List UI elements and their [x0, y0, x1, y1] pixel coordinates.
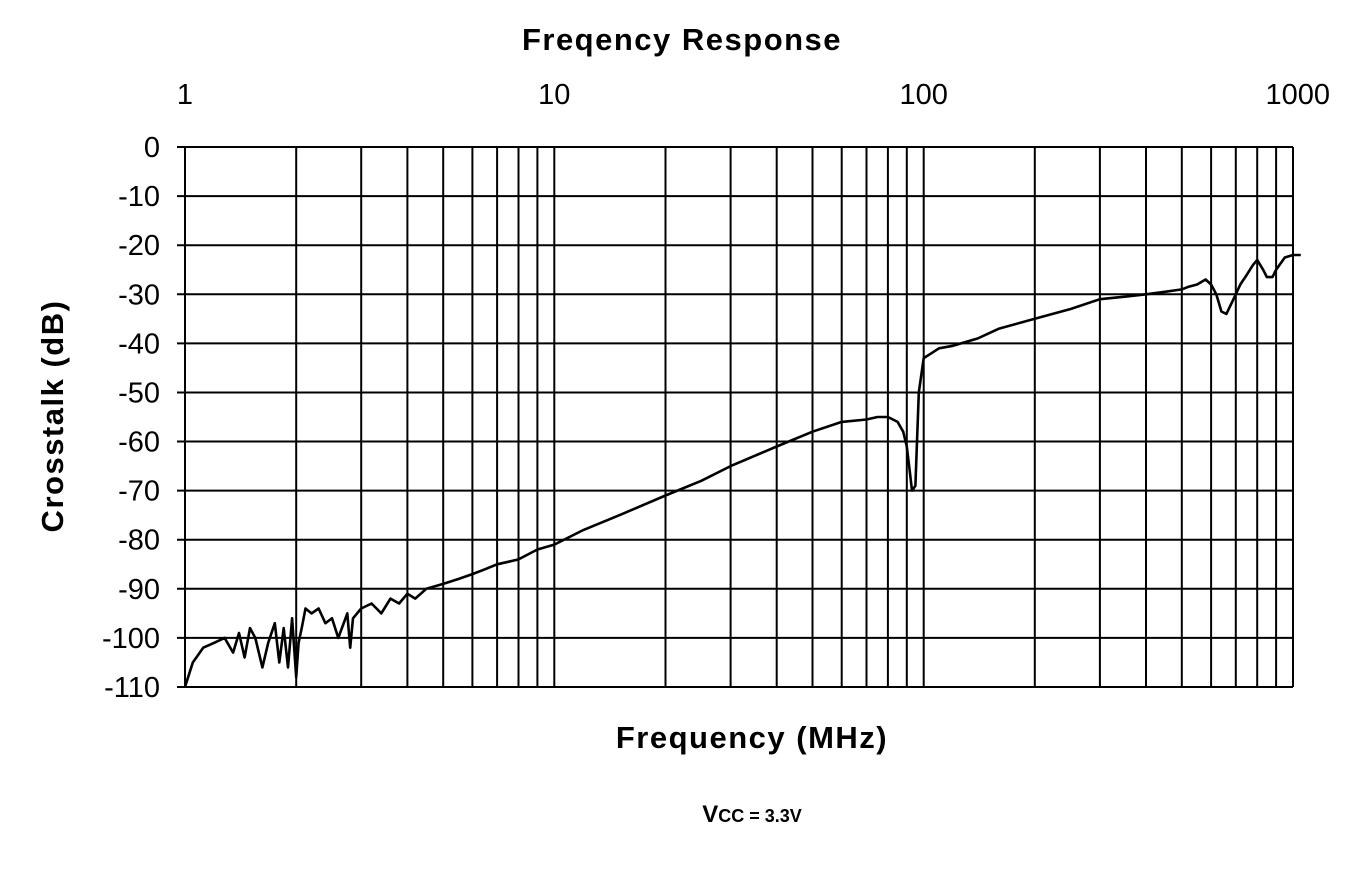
- note-rest: = 3.3V: [744, 806, 802, 826]
- y-tick-label: -50: [118, 378, 160, 410]
- y-tick-label: -90: [118, 574, 160, 606]
- chart-title: Freqency Response: [522, 22, 842, 57]
- supply-voltage-note: VCC = 3.3V: [702, 801, 802, 828]
- x-tick-label: 1000: [1265, 79, 1330, 111]
- note-sub: CC: [718, 806, 744, 826]
- x-tick-label: 1: [177, 79, 193, 111]
- y-tick-label: 0: [144, 132, 160, 164]
- crosstalk-series-line: [183, 253, 1301, 688]
- x-tick-labels: 1 10 100 1000: [177, 79, 1330, 111]
- series-group: [183, 253, 1301, 688]
- x-tick-label: 10: [538, 79, 570, 111]
- y-tick-label: -80: [118, 525, 160, 557]
- y-tick-label: -20: [118, 230, 160, 262]
- y-axis-label: Crosstalk (dB): [35, 300, 70, 533]
- y-tick-label: -110: [104, 672, 160, 704]
- y-tick-label: -100: [102, 623, 160, 655]
- x-axis-label: Frequency (MHz): [616, 720, 888, 755]
- y-tick-label: -40: [118, 328, 160, 360]
- y-tick-label: -30: [118, 279, 160, 311]
- x-tick-label: 100: [900, 79, 948, 111]
- grid: [177, 146, 1294, 688]
- note-main: V: [702, 801, 718, 828]
- y-tick-label: -10: [118, 181, 160, 213]
- y-tick-label: -70: [118, 476, 160, 508]
- y-tick-label: -60: [118, 427, 160, 459]
- y-tick-labels: 0 -10 -20 -30 -40 -50 -60 -70 -80 -90 -100 -110: [102, 132, 160, 704]
